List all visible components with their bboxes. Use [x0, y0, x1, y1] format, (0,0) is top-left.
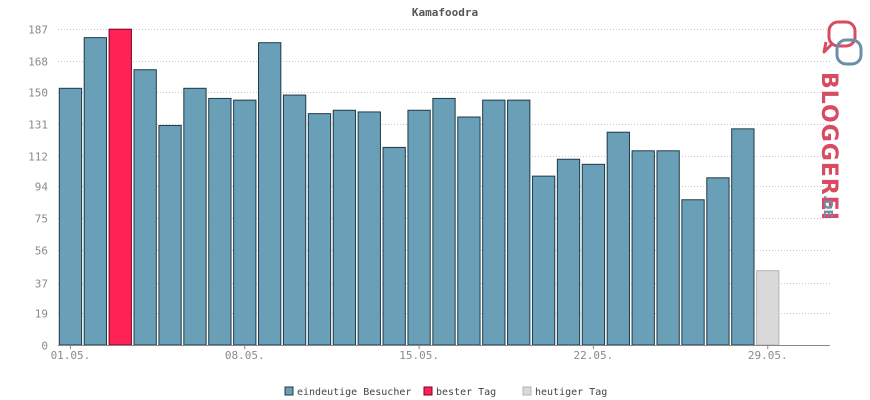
y-tick-label: 131 — [28, 119, 48, 132]
bar-normal — [656, 150, 680, 346]
chart-title: Kamafoodra — [412, 6, 478, 19]
y-tick-label: 168 — [28, 56, 48, 69]
x-axis-ticks: 01.05. 08.05. 15.05. 22.05. 29.05. — [51, 345, 788, 362]
bar-normal — [158, 124, 182, 346]
bar-normal — [507, 99, 531, 346]
bar-normal — [183, 87, 207, 346]
bar-normal — [133, 69, 157, 346]
y-tick-label: 94 — [35, 181, 49, 194]
legend-swatch-best — [423, 386, 433, 396]
y-tick-label: 37 — [35, 278, 48, 291]
logo-suffix: .DE — [821, 195, 835, 218]
bar-normal — [208, 97, 232, 346]
y-tick-label: 56 — [35, 245, 48, 258]
legend-swatch-today — [522, 386, 532, 396]
x-tick-label: 08.05. — [225, 349, 265, 362]
legend-swatch-normal — [284, 386, 294, 396]
y-tick-label: 19 — [35, 308, 48, 321]
bar-normal — [407, 109, 431, 346]
legend-label-today: heutiger Tag — [535, 387, 607, 398]
bar-normal — [58, 87, 83, 346]
bar-today — [756, 270, 780, 346]
y-tick-label: 75 — [35, 213, 48, 226]
bar-normal — [83, 37, 108, 346]
y-tick-label: 0 — [41, 340, 48, 353]
y-tick-label: 150 — [28, 87, 48, 100]
y-tick-label: 187 — [28, 24, 48, 37]
bar-normal — [382, 146, 406, 346]
x-tick-label: 22.05. — [574, 349, 614, 362]
bar-normal — [258, 42, 282, 346]
bar-normal — [332, 109, 357, 346]
legend: eindeutige Besucher bester Tag heutiger Ta… — [284, 386, 607, 398]
legend-label-best: bester Tag — [436, 387, 496, 398]
bar-best — [108, 28, 132, 346]
bar-normal — [432, 97, 456, 346]
bar-normal — [531, 175, 556, 346]
x-tick-label: 15.05. — [399, 349, 439, 362]
bar-normal — [706, 177, 730, 346]
speech-bubbles-icon — [822, 20, 863, 66]
y-tick-label: 112 — [28, 151, 48, 164]
logo-text: BLOGGEREI — [816, 72, 841, 221]
bar-normal — [307, 113, 332, 346]
bar-normal — [631, 150, 655, 346]
bar-normal — [581, 163, 606, 346]
bar-normal — [233, 99, 257, 346]
y-axis-ticks: 0 19 37 56 75 94 112 131 150 168 187 — [28, 24, 48, 353]
bar-normal — [282, 94, 307, 346]
bars — [58, 28, 780, 346]
legend-label-normal: eindeutige Besucher — [297, 387, 411, 398]
bar-normal — [731, 128, 755, 346]
bar-normal — [357, 111, 381, 346]
bar-normal — [457, 116, 481, 346]
x-tick-label: 01.05. — [51, 349, 91, 362]
bar-normal — [681, 199, 705, 346]
bar-normal — [606, 131, 630, 346]
bar-normal — [482, 99, 506, 346]
bar-normal — [556, 158, 581, 346]
bloggerei-logo: BLOGGEREI .DE — [816, 20, 863, 221]
x-tick-label: 29.05. — [748, 349, 788, 362]
